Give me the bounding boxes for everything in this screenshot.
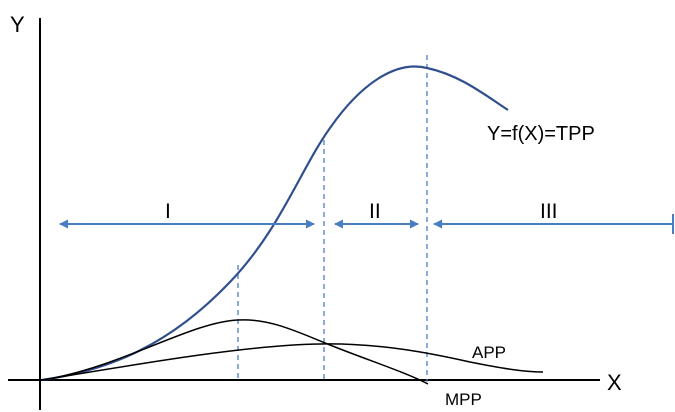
- stage-3-label: III: [540, 200, 558, 223]
- stage-1-label: I: [165, 200, 171, 223]
- tpp-curve: [41, 65, 509, 382]
- tpp-curve-label: Y=f(X)=TPP: [487, 123, 595, 145]
- app-curve-label: APP: [472, 343, 506, 362]
- y-axis-label: Y: [10, 12, 25, 37]
- mpp-curve: [41, 319, 429, 385]
- stage-2-label: II: [369, 200, 381, 223]
- mpp-curve-label: MPP: [445, 390, 482, 409]
- x-axis-label: X: [607, 370, 622, 395]
- app-curve: [41, 343, 544, 381]
